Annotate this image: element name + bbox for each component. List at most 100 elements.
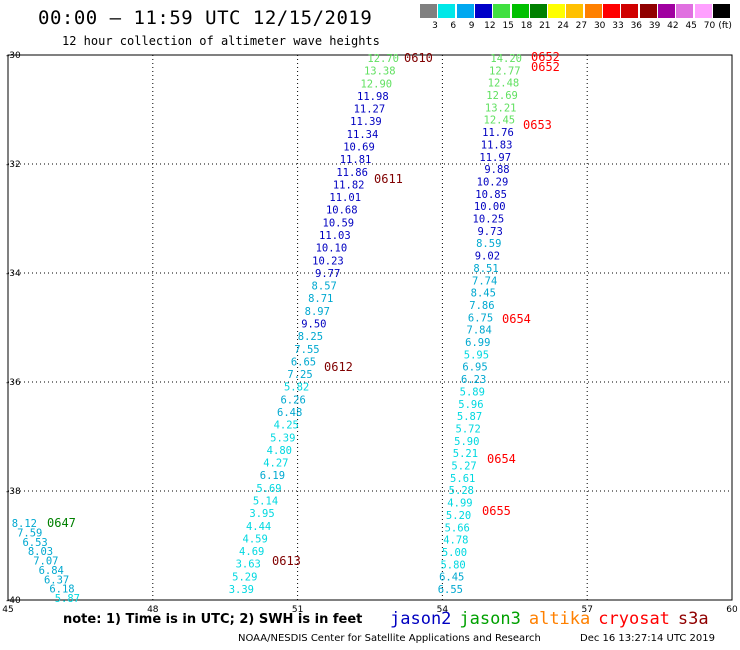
wave-height-middle: 11.81 [340, 154, 372, 166]
wave-height-right: 6.23 [461, 374, 486, 386]
pass-time-label: 0612 [324, 360, 353, 374]
wave-height-right: 5.72 [456, 423, 481, 435]
legend-swatch-label: 45 [685, 21, 697, 31]
wave-height-middle: 5.29 [232, 571, 257, 583]
wave-height-left: 7.59 [17, 527, 42, 539]
wave-height-right: 10.25 [473, 214, 505, 226]
legend-swatch [548, 4, 566, 18]
lat-tick-label: -30 [6, 51, 21, 61]
footer-note: note: 1) Time is in UTC; 2) SWH is in fe… [63, 612, 363, 627]
lon-tick-label: 48 [147, 605, 159, 615]
pass-time-label: 0655 [482, 504, 511, 518]
wave-height-right: 6.45 [439, 572, 464, 584]
lat-tick-label: -40 [6, 596, 21, 606]
wave-height-right: 5.89 [460, 386, 485, 398]
wave-height-middle: 5.82 [284, 382, 309, 394]
legend-swatch [639, 4, 657, 18]
legend-swatch-label: 30 [593, 21, 606, 31]
wave-height-middle: 3.95 [249, 508, 274, 520]
wave-height-right: 10.85 [475, 189, 507, 201]
legend-swatch [676, 4, 694, 18]
wave-height-right: 12.48 [488, 78, 520, 90]
lon-tick-label: 57 [581, 605, 592, 615]
legend-swatch [584, 4, 602, 18]
wave-height-middle: 9.77 [315, 268, 340, 280]
wave-height-right: 5.27 [451, 461, 476, 473]
wave-height-right: 11.83 [481, 139, 513, 151]
wave-height-right: 12.77 [489, 65, 521, 77]
wave-height-left: 7.07 [33, 556, 58, 568]
wave-height-middle: 8.57 [312, 281, 337, 293]
page-title: 00:00 – 11:59 UTC 12/15/2019 [38, 7, 373, 29]
wave-height-right: 6.99 [465, 337, 490, 349]
wave-height-middle: 11.34 [347, 129, 379, 141]
lon-tick-label: 51 [292, 605, 303, 615]
wave-height-right: 8.59 [476, 238, 501, 250]
wave-height-middle: 5.14 [253, 496, 278, 508]
satellite-name: s3a [677, 609, 709, 629]
legend-swatch [603, 4, 620, 18]
wave-height-middle: 4.27 [263, 458, 288, 470]
wave-height-right: 8.45 [471, 288, 496, 300]
wave-height-middle: 10.69 [343, 142, 375, 154]
wave-height-right: 9.02 [475, 251, 500, 263]
pass-time-label: 0654 [487, 452, 516, 466]
pass-time-label: 0652 [531, 60, 560, 74]
pass-time-label: 0613 [272, 554, 301, 568]
wave-height-left: 6.84 [39, 565, 64, 577]
wave-height-middle: 12.90 [360, 78, 392, 90]
wave-height-middle: 7.55 [294, 344, 319, 356]
wave-height-middle: 5.39 [270, 432, 295, 444]
satellite-name: cryosat [598, 609, 670, 629]
wave-height-middle: 11.98 [357, 91, 389, 103]
wave-height-middle: 7.25 [287, 369, 312, 381]
wave-height-middle: 6.48 [277, 407, 302, 419]
wave-height-middle: 11.86 [336, 167, 368, 179]
wave-height-right: 5.95 [464, 349, 489, 361]
wave-height-right: 4.99 [447, 498, 472, 510]
wave-height-right: 9.88 [484, 164, 509, 176]
wave-height-right: 5.80 [440, 559, 465, 571]
wave-height-right: 4.78 [443, 535, 468, 547]
legend-swatch [694, 4, 712, 18]
wave-height-right: 5.90 [454, 436, 479, 448]
wave-height-left: 5.87 [55, 593, 80, 605]
lat-tick-label: -32 [6, 160, 21, 170]
wave-height-middle: 11.03 [319, 230, 351, 242]
legend-swatch-label: 36 [630, 21, 643, 31]
wave-height-left: 6.37 [44, 574, 69, 586]
wave-height-right: 12.45 [484, 115, 516, 127]
legend-swatch-label: 42 [667, 21, 679, 31]
wave-height-middle: 4.44 [246, 521, 271, 533]
wave-height-right: 7.74 [472, 275, 497, 287]
wave-height-middle: 8.71 [308, 293, 333, 305]
wave-height-middle: 6.19 [260, 470, 285, 482]
satellite-legend: jason2 jason3 altika cryosat s3a [390, 609, 717, 629]
satellite-name: jason2 [390, 609, 452, 629]
wave-height-left: 6.18 [49, 584, 74, 596]
wave-height-right: 5.66 [445, 522, 470, 534]
wave-height-middle: 10.10 [316, 243, 348, 255]
wave-height-right: 5.96 [458, 399, 483, 411]
legend-swatch-label: 9 [468, 21, 475, 31]
credit-line: NOAA/NESDIS Center for Satellite Applica… [238, 633, 541, 644]
wave-height-right: 10.29 [477, 176, 509, 188]
wave-height-right: 14.20 [490, 53, 522, 65]
legend-swatch [493, 4, 511, 18]
legend-swatch [420, 4, 437, 18]
plot-frame [7, 54, 733, 601]
wave-height-right: 11.97 [479, 152, 511, 164]
wave-height-right: 9.73 [477, 226, 502, 238]
wave-height-right: 5.28 [449, 485, 474, 497]
legend-swatch-label: 27 [575, 21, 588, 31]
wave-height-middle: 4.25 [274, 420, 299, 432]
legend-swatch [621, 4, 639, 18]
wave-height-middle: 10.68 [326, 205, 358, 217]
wave-height-middle: 9.50 [301, 319, 326, 331]
wave-height-right: 5.21 [453, 448, 478, 460]
legend-swatch-label: 3 [432, 21, 438, 31]
wave-height-middle: 6.65 [291, 356, 316, 368]
pass-time-label: 0610 [404, 51, 433, 65]
wave-height-right: 5.61 [450, 473, 475, 485]
wave-height-right: 5.00 [442, 547, 467, 559]
